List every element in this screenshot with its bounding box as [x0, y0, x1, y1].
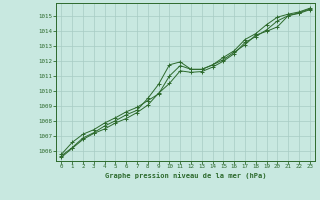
X-axis label: Graphe pression niveau de la mer (hPa): Graphe pression niveau de la mer (hPa): [105, 172, 266, 179]
